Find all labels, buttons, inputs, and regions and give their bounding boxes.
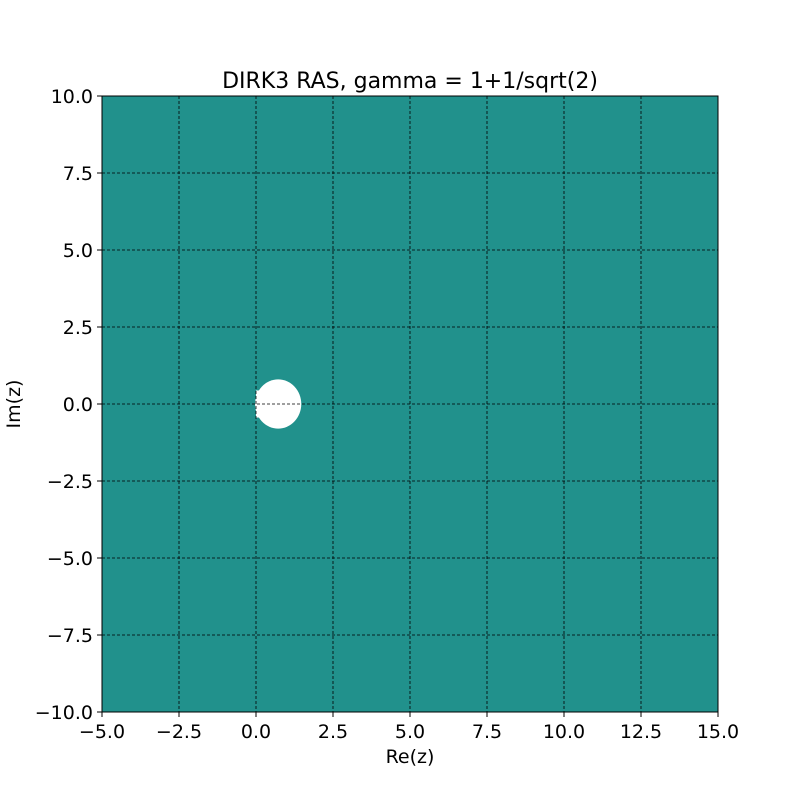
y-tick-label: −10.0 <box>35 702 93 724</box>
x-tick-label: 15.0 <box>697 721 739 743</box>
x-tick-label: 0.0 <box>241 721 271 743</box>
x-tick-label: 12.5 <box>620 721 662 743</box>
y-tick-label: 7.5 <box>63 163 93 185</box>
y-tick-label: 2.5 <box>63 317 93 339</box>
x-tick-label: −2.5 <box>156 721 202 743</box>
y-tick-label: 10.0 <box>51 86 93 108</box>
y-tick-label: −7.5 <box>47 625 93 647</box>
y-axis-label: Im(z) <box>3 380 25 429</box>
x-tick-label: −5.0 <box>79 721 125 743</box>
x-axis: −5.0 −2.5 0.0 2.5 5.0 7.5 10.0 12.5 15.0 <box>79 712 739 743</box>
y-tick-label: −5.0 <box>47 548 93 570</box>
x-axis-label: Re(z) <box>386 746 435 768</box>
x-tick-label: 7.5 <box>472 721 502 743</box>
x-tick-label: 2.5 <box>318 721 348 743</box>
x-tick-label: 10.0 <box>543 721 585 743</box>
grid <box>102 96 718 712</box>
y-tick-label: 5.0 <box>63 240 93 262</box>
x-tick-label: 5.0 <box>395 721 425 743</box>
y-axis: −10.0 −7.5 −5.0 −2.5 0.0 2.5 5.0 7.5 10.0 <box>35 86 102 724</box>
plot-area <box>101 95 719 713</box>
chart-title: DIRK3 RAS, gamma = 1+1/sqrt(2) <box>222 69 598 94</box>
y-tick-label: −2.5 <box>47 471 93 493</box>
y-tick-label: 0.0 <box>63 394 93 416</box>
